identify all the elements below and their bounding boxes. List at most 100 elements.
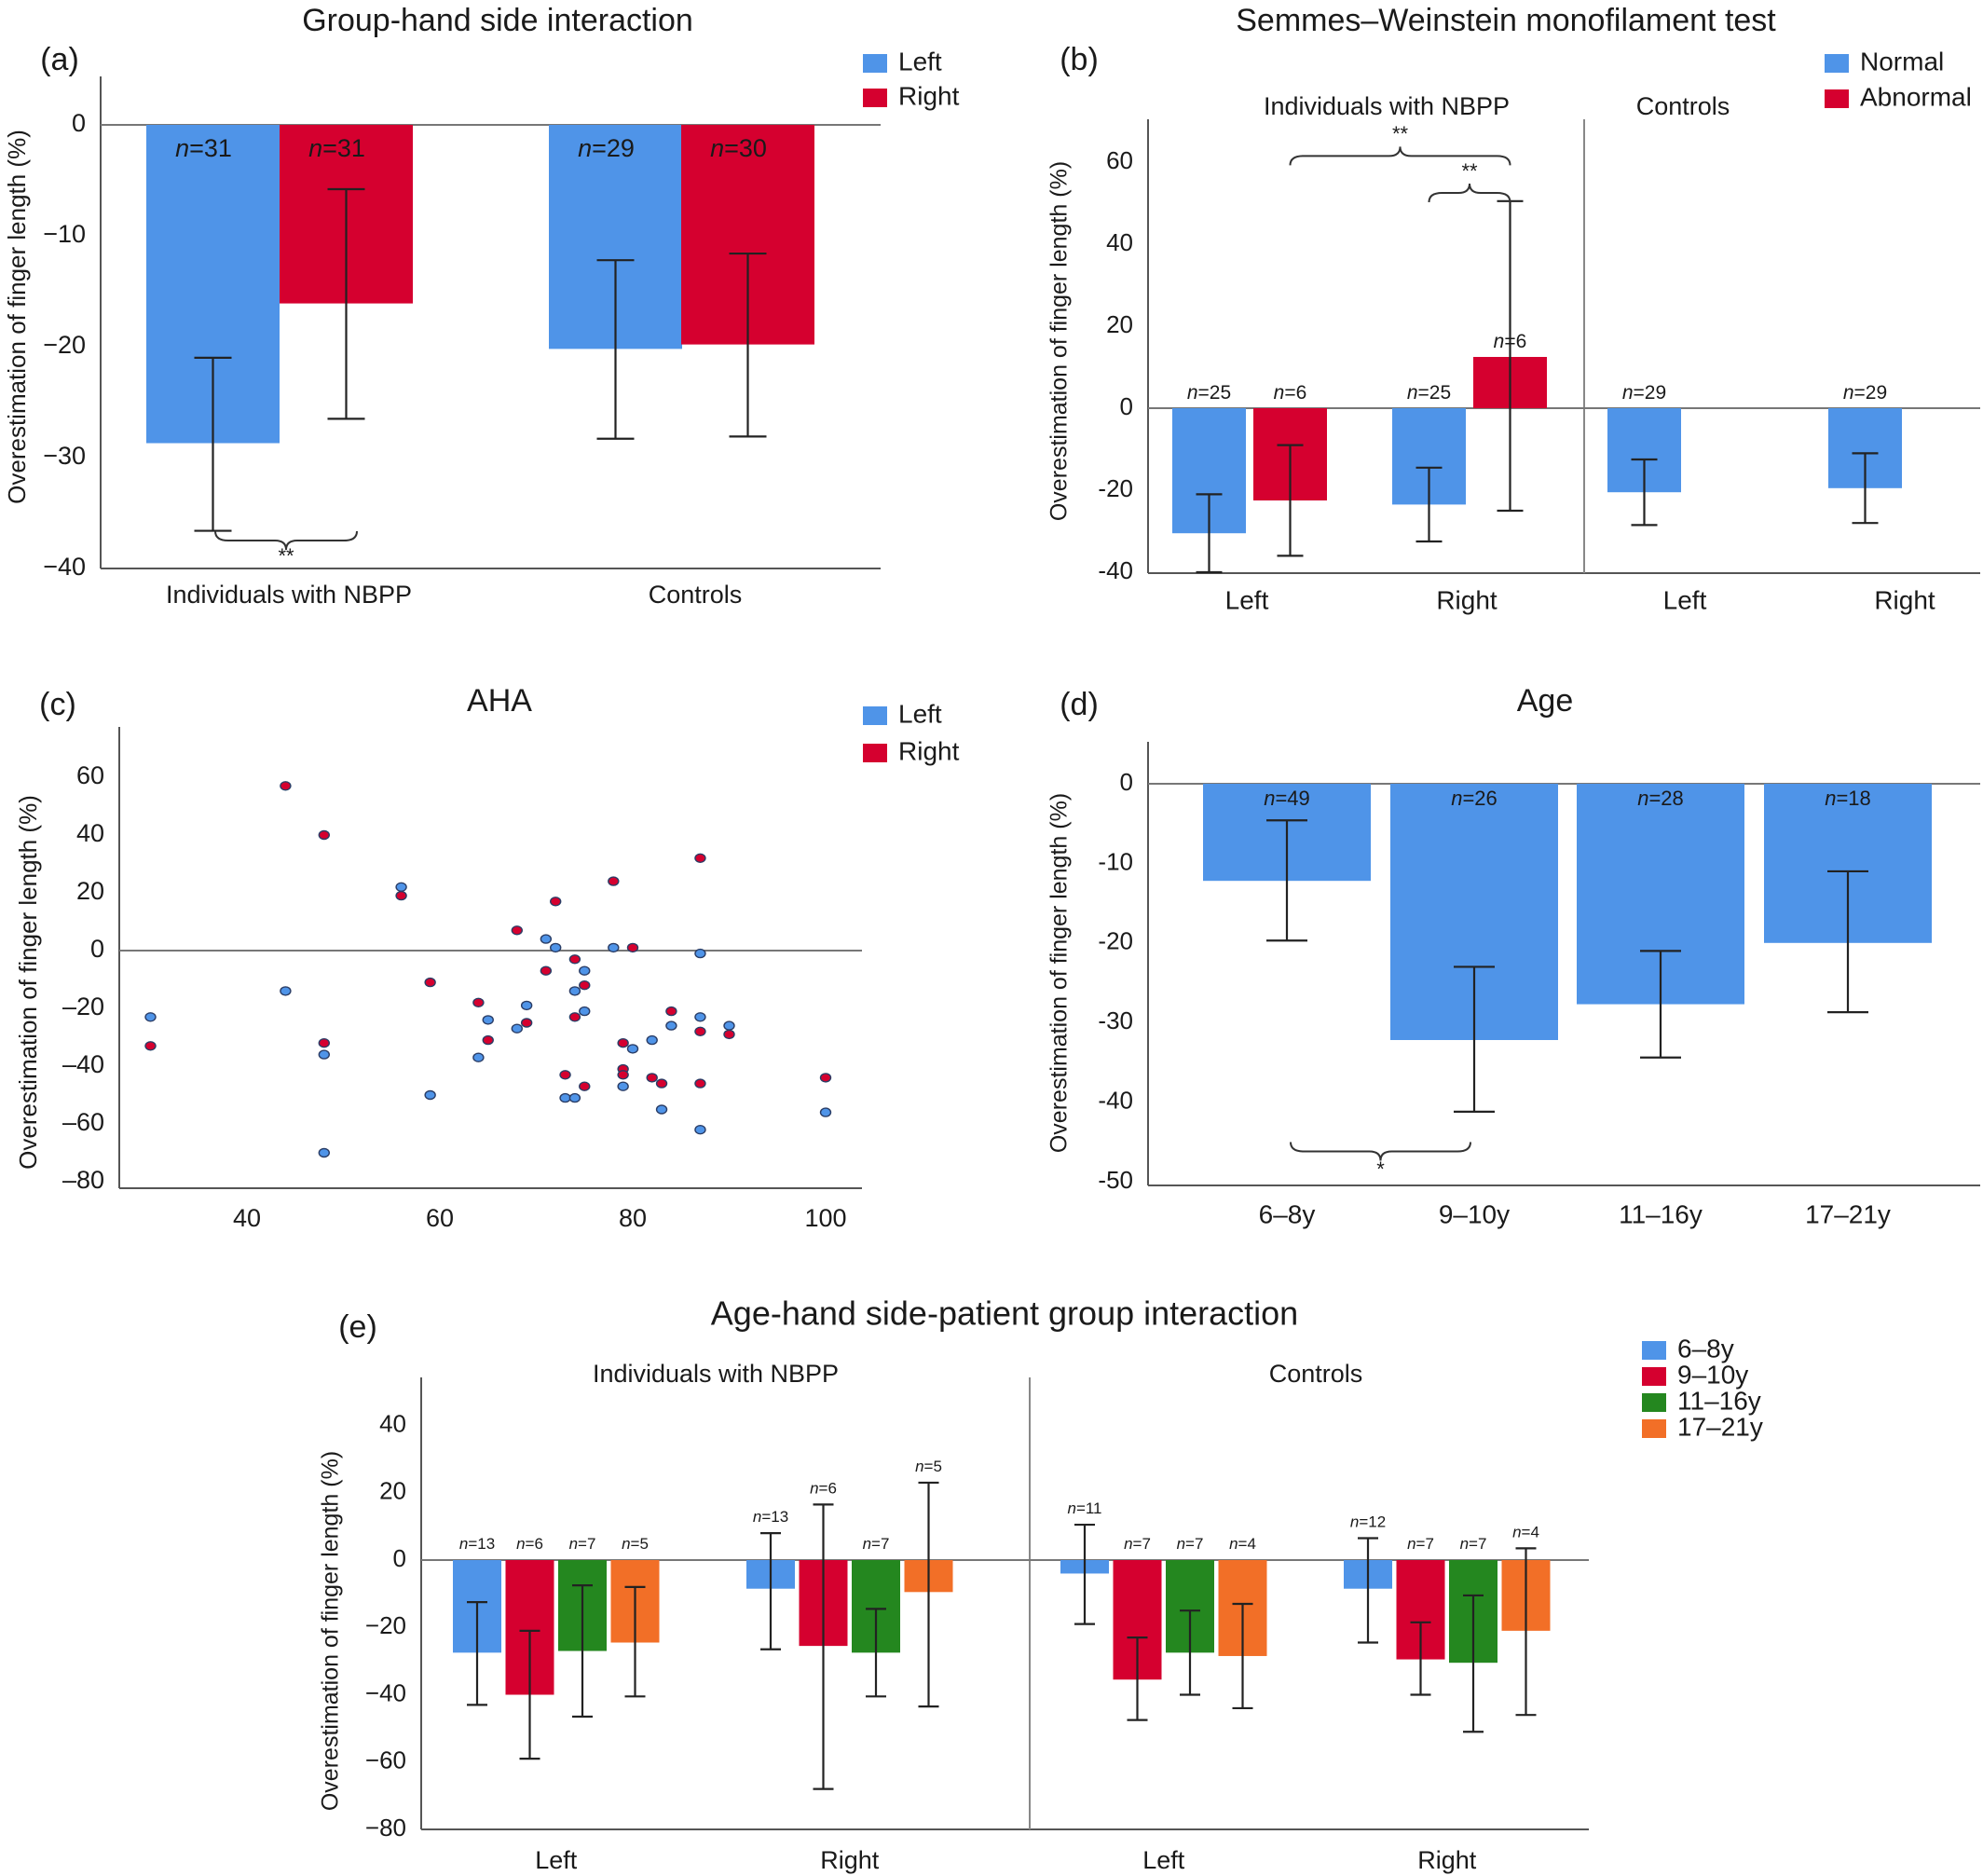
legend-label: 11–16y — [1677, 1386, 1761, 1415]
legend-swatch — [863, 89, 887, 107]
scatter-point — [655, 1104, 668, 1115]
scatter-point — [424, 1089, 436, 1101]
x-tick-label: Left — [1663, 585, 1707, 614]
y-tick-label: –80 — [62, 1166, 104, 1194]
scatter-point — [608, 876, 620, 886]
scatter-point — [395, 890, 407, 901]
error-bar — [1410, 1621, 1431, 1696]
scatter-point — [608, 942, 620, 953]
x-tick-label: 60 — [426, 1204, 454, 1232]
scatter-point — [694, 1012, 706, 1022]
error-bar — [1277, 444, 1304, 557]
y-tick-label: −40 — [365, 1678, 406, 1706]
scatter-point — [646, 1034, 658, 1046]
y-axis-label: Overestimation of finger length (%) — [14, 795, 42, 1170]
error-bar — [1127, 1636, 1148, 1721]
chart-title: AHA — [467, 683, 532, 719]
scatter-point — [424, 977, 436, 988]
x-tick-label: Right — [1874, 585, 1935, 614]
n-label: n=7 — [863, 1535, 890, 1553]
error-bar — [1827, 870, 1868, 1014]
scatter-point — [665, 1006, 677, 1017]
x-tick-label: 100 — [804, 1204, 846, 1232]
scatter-point — [579, 1081, 591, 1091]
y-tick-label: –20 — [62, 993, 104, 1020]
scatter-point — [520, 1018, 533, 1028]
x-tick-label: Left — [535, 1846, 578, 1874]
scatter-point — [646, 1073, 658, 1083]
n-label: n=6 — [1274, 382, 1307, 404]
n-label: n=29 — [578, 134, 635, 162]
scatter-point — [819, 1107, 832, 1117]
scatter-point — [579, 965, 591, 976]
scatter-point — [559, 1092, 571, 1103]
y-tick-label: −60 — [365, 1746, 406, 1774]
error-bar — [1180, 1609, 1200, 1696]
legend-swatch — [1642, 1393, 1666, 1412]
legend-swatch — [1642, 1367, 1666, 1386]
scatter-point — [568, 954, 581, 965]
y-tick-label: -20 — [1098, 474, 1133, 502]
scatter-point — [482, 1034, 494, 1046]
scatter-point — [579, 1006, 591, 1017]
scatter-point — [540, 934, 553, 944]
panel-c: AHA (c) Overestimation of finger length (%… — [14, 683, 960, 1232]
error-bar — [1497, 199, 1524, 513]
significance-label: ** — [1461, 159, 1478, 183]
x-tick-label: 9–10y — [1439, 1199, 1510, 1228]
significance-label: ** — [1392, 122, 1409, 145]
y-tick-label: 40 — [76, 819, 104, 847]
y-tick-label: -40 — [1098, 556, 1133, 584]
legend-label: Right — [898, 81, 960, 110]
legend-label: Right — [898, 736, 960, 765]
error-bar — [1358, 1537, 1378, 1644]
scatter-point — [318, 829, 330, 841]
scatter-point — [511, 1023, 523, 1034]
n-label: n=13 — [459, 1535, 495, 1553]
n-label: n=5 — [915, 1458, 942, 1475]
n-label: n=12 — [1350, 1513, 1386, 1531]
y-tick-label: −10 — [43, 220, 86, 248]
significance-label: * — [1376, 1157, 1385, 1181]
y-tick-label: 20 — [1106, 310, 1133, 338]
n-label: n=11 — [1067, 1500, 1101, 1518]
n-label: n=28 — [1637, 787, 1684, 810]
error-bar — [1631, 458, 1658, 527]
error-bar — [1196, 493, 1223, 574]
n-label: n=18 — [1825, 787, 1871, 810]
error-bar — [572, 1583, 593, 1719]
n-label: n=31 — [175, 134, 232, 162]
scatter-point — [694, 1124, 706, 1135]
error-bar — [194, 356, 232, 532]
legend-label: Left — [898, 699, 942, 728]
subpanel-title: Controls — [1636, 92, 1730, 120]
x-tick-label: 80 — [619, 1204, 647, 1232]
error-bar — [866, 1608, 886, 1698]
y-tick-label: –60 — [62, 1108, 104, 1136]
error-bar — [729, 252, 767, 438]
x-tick-label: 40 — [233, 1204, 261, 1232]
scatter-point — [694, 948, 706, 959]
scatter-point — [665, 1020, 677, 1031]
x-tick-label: Controls — [649, 581, 743, 609]
y-tick-label: 20 — [379, 1477, 406, 1505]
panel-label: (a) — [40, 42, 79, 77]
scatter-point — [579, 979, 591, 991]
scatter-point — [723, 1029, 735, 1040]
legend-swatch — [863, 54, 887, 73]
panel-label: (c) — [39, 687, 76, 722]
scatter-point — [318, 1049, 330, 1060]
chart-title: Age-hand side-patient group interaction — [711, 1294, 1298, 1333]
y-tick-label: -10 — [1098, 847, 1133, 875]
n-label: n=4 — [1229, 1535, 1256, 1553]
n-label: n=6 — [516, 1535, 543, 1553]
n-label: n=5 — [622, 1535, 649, 1553]
y-tick-label: 40 — [379, 1409, 406, 1437]
error-bar — [918, 1481, 939, 1708]
scatter-point — [559, 1070, 571, 1080]
legend-swatch — [1825, 89, 1849, 108]
panel-label: (b) — [1060, 42, 1099, 77]
x-tick-label: Individuals with NBPP — [166, 581, 412, 609]
y-tick-label: −20 — [365, 1611, 406, 1639]
scatter-point — [472, 997, 485, 1008]
